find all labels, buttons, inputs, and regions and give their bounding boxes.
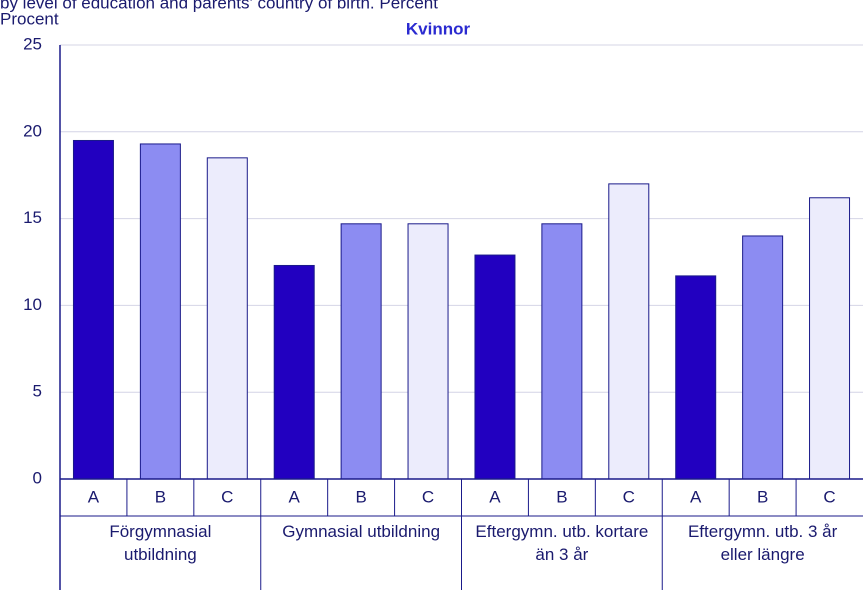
x-subcategory-label: A <box>489 487 501 506</box>
x-category-label: Eftergymn. utb. 3 år eller längre <box>687 522 838 564</box>
x-subcategory-label: A <box>88 487 100 506</box>
chart-subtitle: by level of education and parents' count… <box>0 0 438 12</box>
x-subcategory-label: B <box>355 487 366 506</box>
y-tick-label: 25 <box>23 34 42 53</box>
x-category-label: Gymnasial utbildning <box>282 522 441 541</box>
bar <box>474 254 516 480</box>
x-subcategory-label: B <box>556 487 567 506</box>
x-subcategory-label: B <box>155 487 166 506</box>
x-subcategory-label: A <box>289 487 301 506</box>
x-subcategory-label: C <box>221 487 233 506</box>
bar <box>742 235 784 480</box>
bar <box>608 183 650 480</box>
x-subcategory-label: A <box>690 487 702 506</box>
bar <box>340 223 382 480</box>
y-tick-label: 20 <box>23 121 42 140</box>
x-category-label: Förgymnasial utbildning <box>109 522 212 564</box>
chart-title: Kvinnor <box>406 19 471 38</box>
bar <box>541 223 583 480</box>
y-tick-label: 0 <box>33 468 42 487</box>
x-subcategory-label: C <box>823 487 835 506</box>
bar <box>139 143 181 480</box>
bar <box>675 275 717 480</box>
x-subcategory-label: C <box>623 487 635 506</box>
bar <box>407 223 449 480</box>
y-tick-label: 15 <box>23 208 42 227</box>
x-subcategory-label: C <box>422 487 434 506</box>
y-axis-label: Procent <box>0 9 59 28</box>
bar <box>72 139 114 480</box>
bar <box>809 197 851 480</box>
x-category-label: Eftergymn. utb. kortare än 3 år <box>475 522 649 564</box>
y-tick-label: 5 <box>33 382 42 401</box>
bar <box>273 264 315 480</box>
bar <box>206 157 248 480</box>
x-subcategory-label: B <box>757 487 768 506</box>
y-tick-label: 10 <box>23 295 42 314</box>
